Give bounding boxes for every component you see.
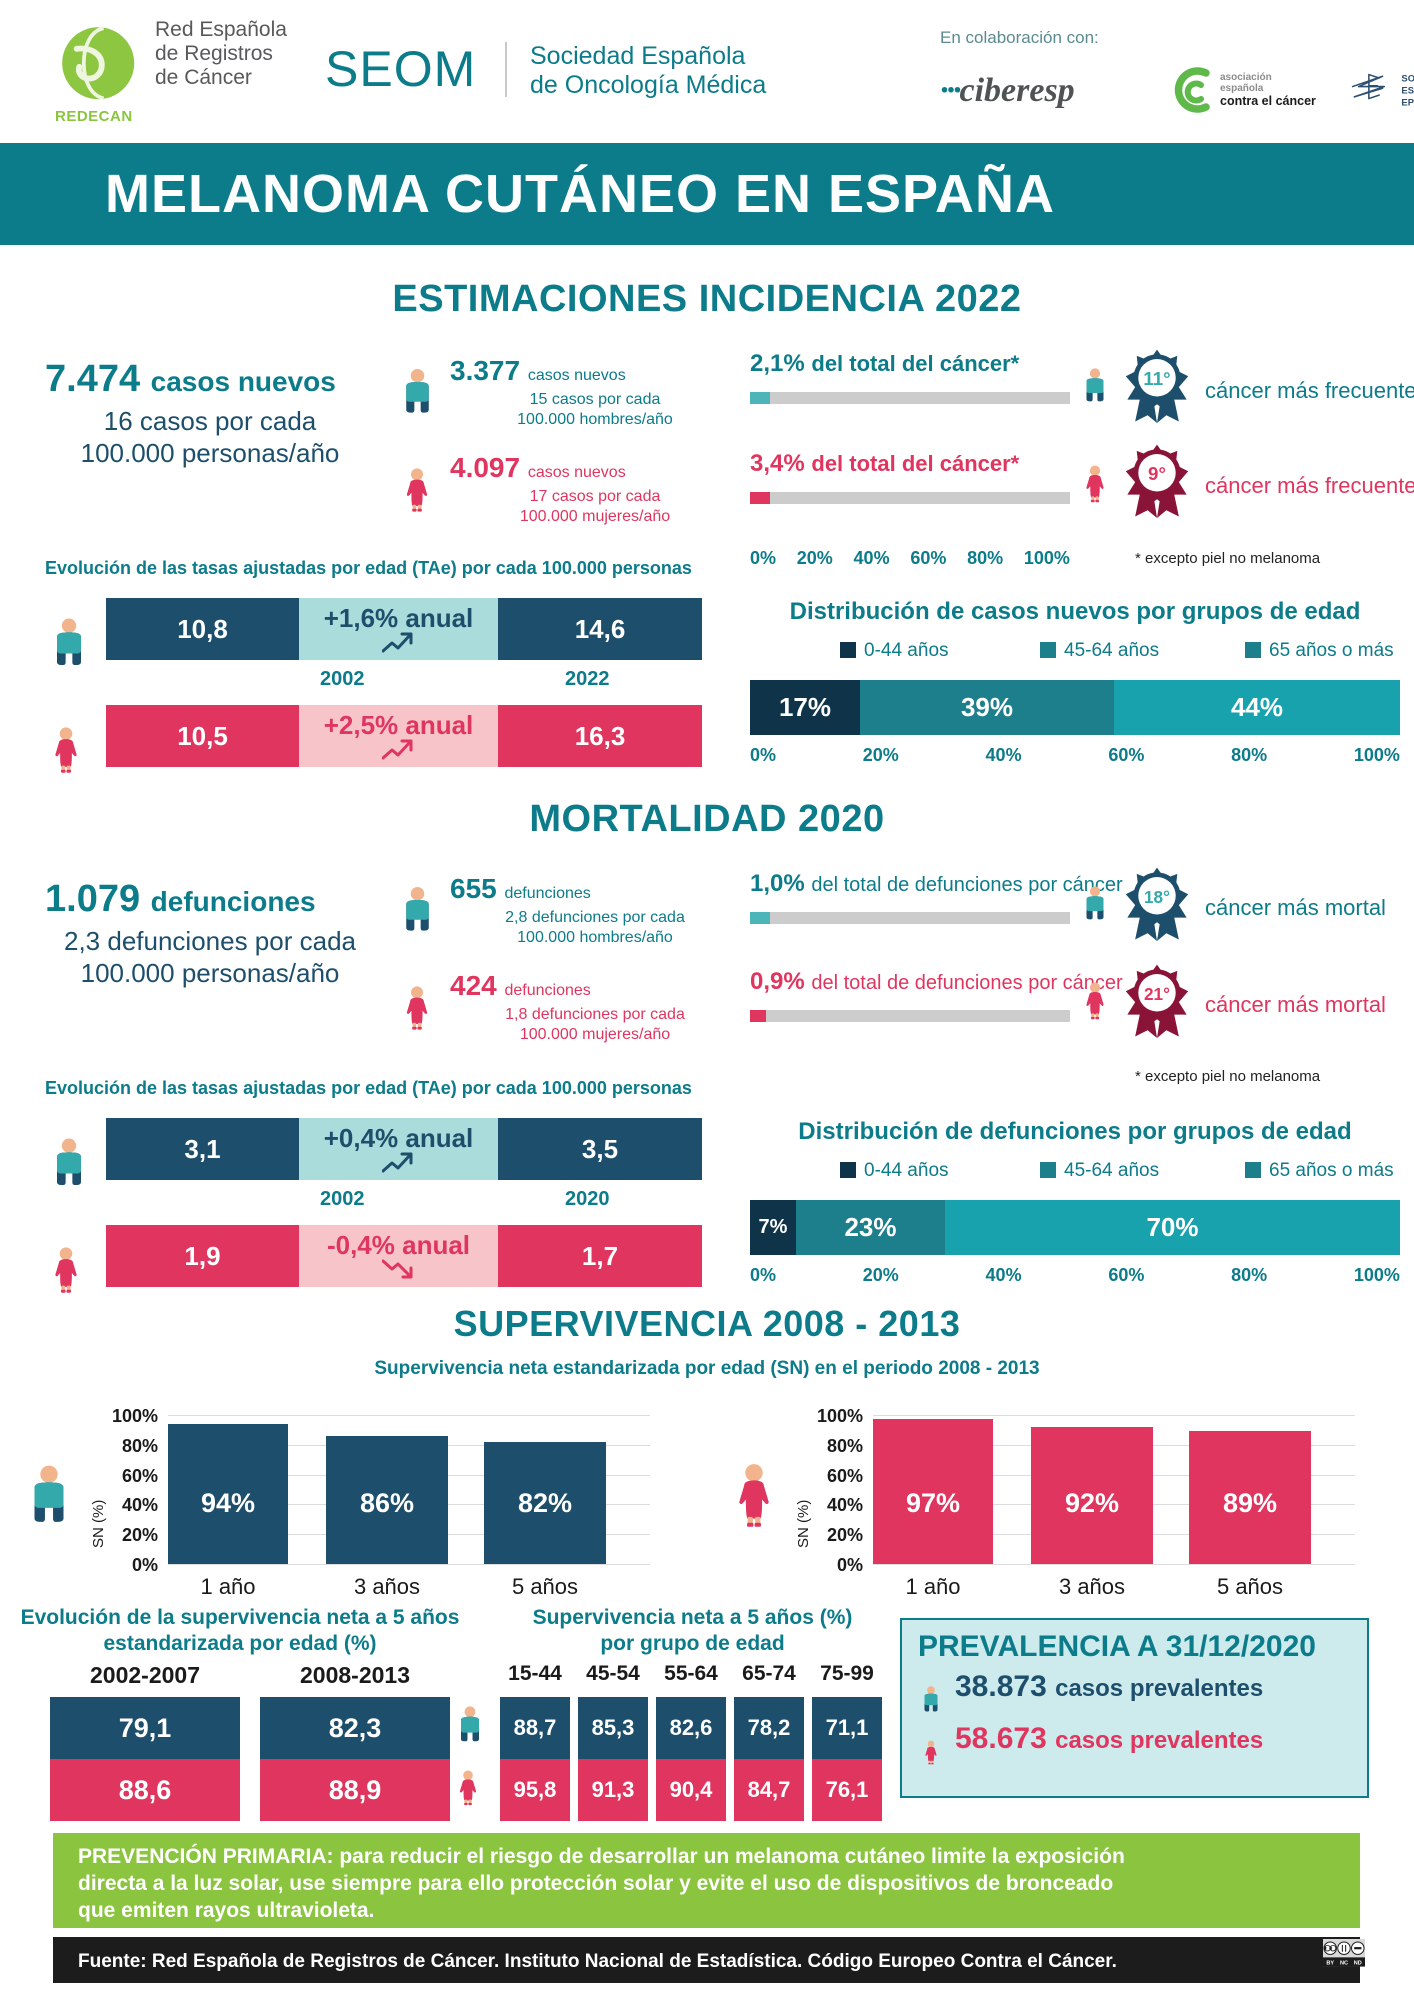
svg-text:asociación: asociación <box>1220 72 1272 83</box>
svg-text:9°: 9° <box>1148 463 1166 484</box>
svg-text:BY: BY <box>1326 1960 1334 1966</box>
svg-text:18°: 18° <box>1144 887 1170 907</box>
svg-text:española: española <box>1220 83 1264 94</box>
svg-text:ESPAÑOLA DE: ESPAÑOLA DE <box>1401 84 1414 95</box>
svg-text:21°: 21° <box>1144 984 1170 1004</box>
svg-text:11°: 11° <box>1143 368 1170 389</box>
svg-text:EPIDEMIOLOGÍA: EPIDEMIOLOGÍA <box>1401 96 1414 107</box>
svg-text:SOCIEDAD: SOCIEDAD <box>1401 72 1414 83</box>
svg-text:ND: ND <box>1354 1960 1362 1966</box>
svg-text:NC: NC <box>1340 1960 1348 1966</box>
svg-text:contra el cáncer: contra el cáncer <box>1220 94 1316 108</box>
